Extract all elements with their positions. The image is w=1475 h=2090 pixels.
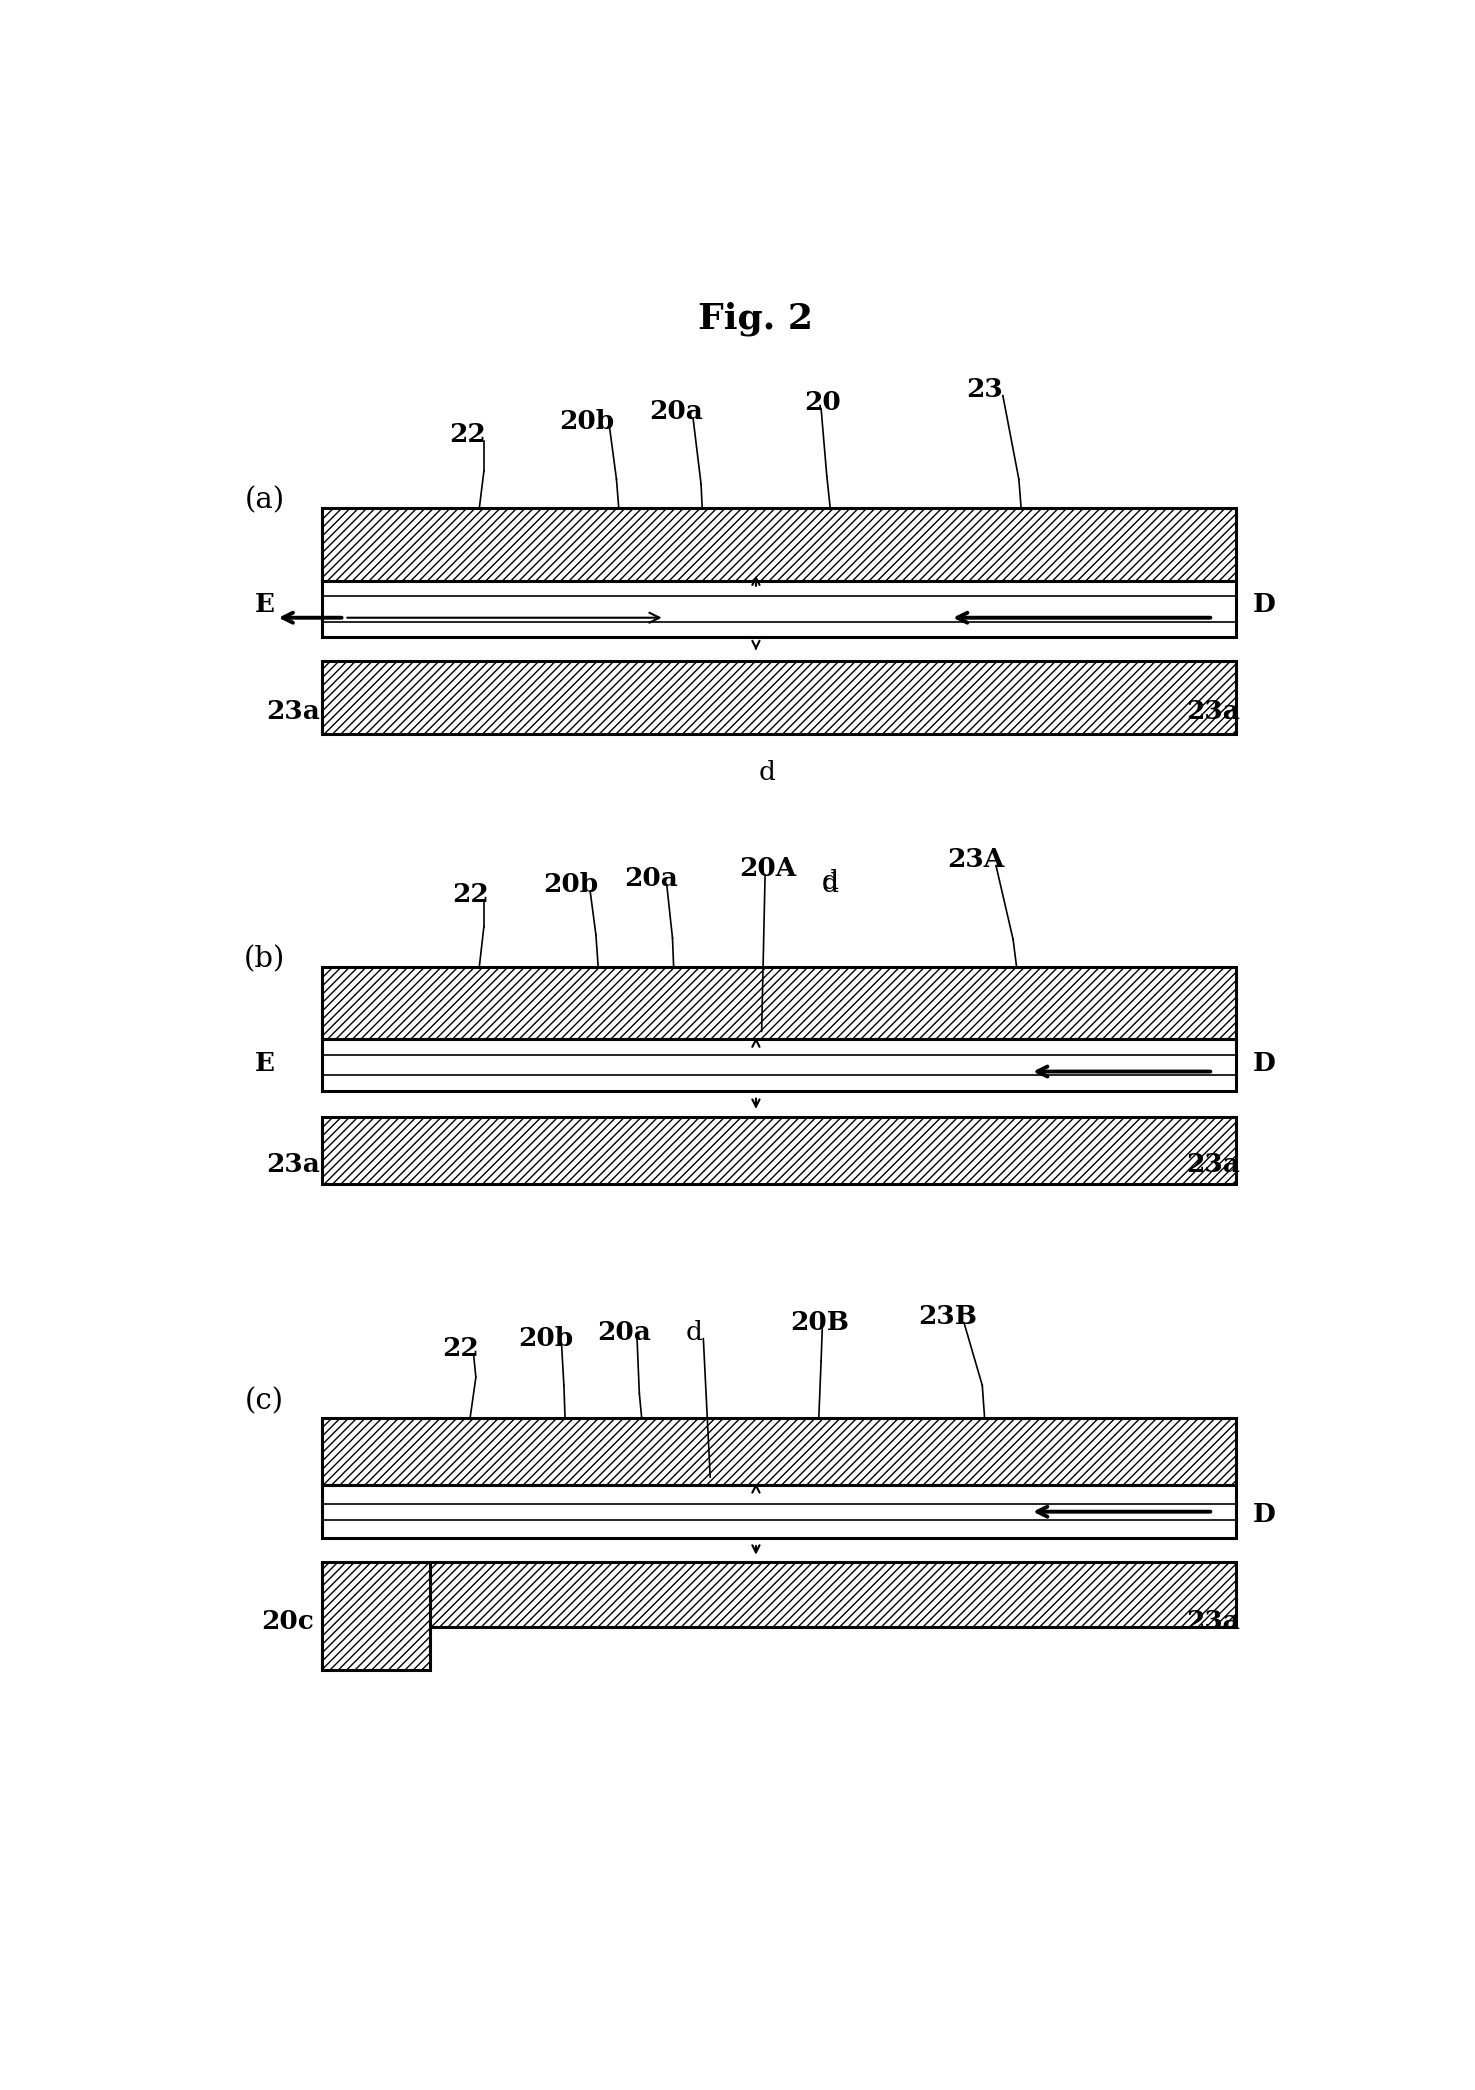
Text: 20a: 20a bbox=[624, 865, 677, 890]
Bar bbox=[322, 508, 1236, 581]
Text: 23a: 23a bbox=[1186, 1152, 1240, 1177]
Text: 23B: 23B bbox=[919, 1304, 978, 1329]
Text: (a): (a) bbox=[245, 487, 285, 514]
Text: E: E bbox=[254, 1051, 274, 1076]
Text: 20b: 20b bbox=[518, 1327, 574, 1352]
Text: D: D bbox=[1254, 1051, 1276, 1076]
Bar bbox=[322, 1116, 1236, 1185]
Text: 23a: 23a bbox=[1186, 1609, 1240, 1634]
Text: d: d bbox=[822, 872, 839, 897]
Text: 22: 22 bbox=[442, 1336, 479, 1361]
Text: 22: 22 bbox=[451, 882, 488, 907]
Bar bbox=[322, 1039, 1236, 1091]
Bar bbox=[322, 1563, 431, 1670]
Bar bbox=[322, 1417, 1236, 1486]
Text: 20A: 20A bbox=[739, 857, 797, 882]
Text: 20b: 20b bbox=[559, 410, 614, 435]
Text: D: D bbox=[1254, 1501, 1276, 1526]
Text: 23: 23 bbox=[966, 376, 1003, 401]
Text: d: d bbox=[760, 759, 776, 784]
Text: 23a: 23a bbox=[266, 698, 320, 723]
Bar bbox=[322, 968, 1236, 1039]
Text: 23a: 23a bbox=[266, 1152, 320, 1177]
Bar bbox=[322, 581, 1236, 637]
Text: 20a: 20a bbox=[649, 399, 704, 424]
Text: 20: 20 bbox=[804, 389, 841, 414]
Text: d: d bbox=[822, 869, 839, 895]
Text: 20b: 20b bbox=[543, 872, 599, 897]
Bar bbox=[431, 1563, 1236, 1626]
Text: 23A: 23A bbox=[947, 846, 1004, 872]
Text: 20c: 20c bbox=[261, 1609, 314, 1634]
Text: (c): (c) bbox=[245, 1388, 283, 1415]
Bar bbox=[322, 660, 1236, 734]
Bar bbox=[322, 1486, 1236, 1538]
Text: D: D bbox=[1254, 591, 1276, 617]
Text: Fig. 2: Fig. 2 bbox=[699, 301, 813, 336]
Text: 20B: 20B bbox=[791, 1310, 850, 1336]
Text: 23a: 23a bbox=[1186, 698, 1240, 723]
Text: d: d bbox=[686, 1319, 702, 1344]
Text: (b): (b) bbox=[243, 945, 285, 972]
Text: 22: 22 bbox=[450, 422, 487, 447]
Text: E: E bbox=[254, 591, 274, 617]
Text: 20a: 20a bbox=[597, 1319, 652, 1344]
